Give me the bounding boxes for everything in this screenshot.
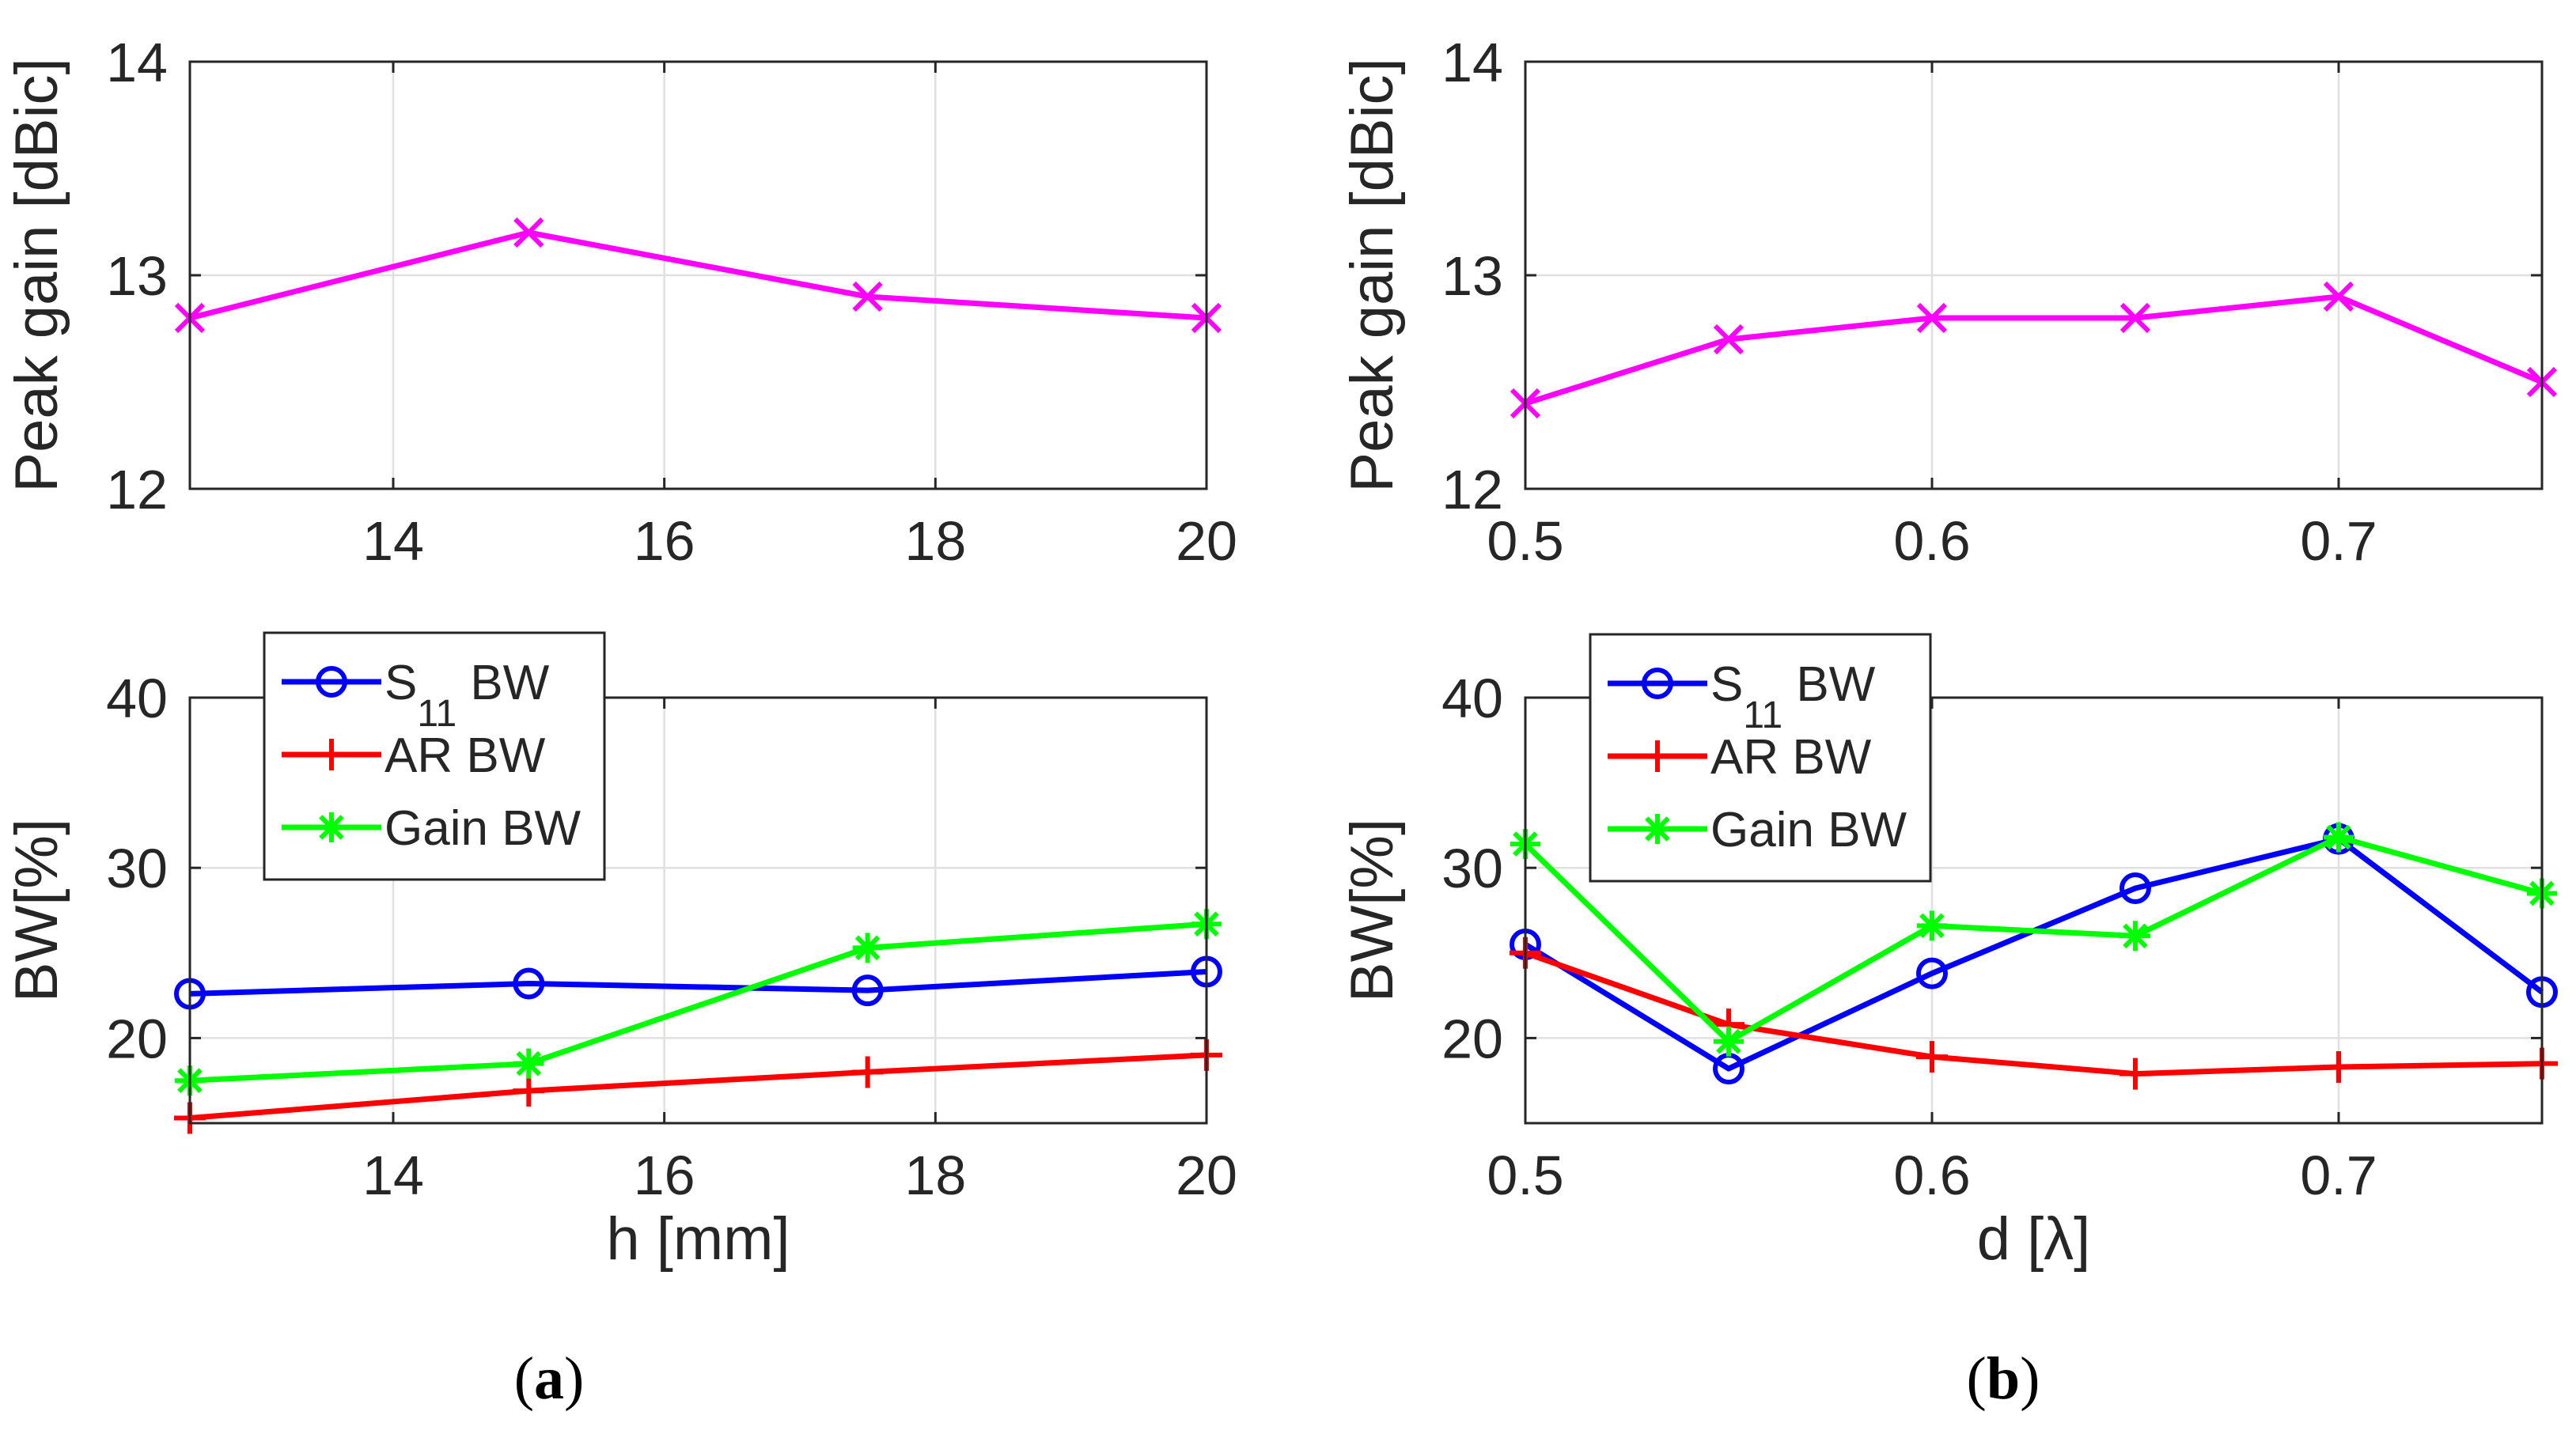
series-line <box>189 921 1207 1084</box>
data-point <box>852 281 883 312</box>
y-tick-label: 30 <box>1441 838 1503 899</box>
y-tick-label: 40 <box>106 668 168 729</box>
x-tick-label: 0.6 <box>1893 510 1970 572</box>
y-tick-label: 14 <box>106 32 168 93</box>
caption-b-letter: b <box>1987 1345 2020 1412</box>
x-tick-label: 0.5 <box>1487 510 1563 572</box>
x-tick-label: 20 <box>1176 510 1237 572</box>
svg-text:(a): (a) <box>514 1345 585 1412</box>
series-line <box>189 1052 1207 1121</box>
data-point <box>851 1056 884 1088</box>
legend-entry-gainbw: Gain BW <box>1608 803 1907 857</box>
legend-label: Gain BW <box>385 801 581 856</box>
x-axis-label: d [λ] <box>1977 1205 2091 1273</box>
legend-swatch-marker <box>316 666 347 698</box>
legend-swatch-marker <box>1642 668 1673 699</box>
x-axis-label: h [mm] <box>606 1205 790 1273</box>
data-point <box>513 1075 545 1107</box>
chart-a-top: 14 16 18 20 12 13 14 Peak gain [dBic] <box>3 32 1237 572</box>
series-gain <box>1510 281 2558 419</box>
y-tick-label: 13 <box>106 245 168 307</box>
legend-entry-gainbw: Gain BW <box>282 801 581 856</box>
data-point <box>2120 302 2151 334</box>
y-axis-label: Peak gain [dBic] <box>3 58 70 492</box>
y-axis-label: BW[%] <box>1339 819 1406 1002</box>
x-tick-label: 16 <box>634 510 695 572</box>
x-tick-label: 14 <box>362 510 424 572</box>
x-tick-label: 0.5 <box>1487 1145 1563 1206</box>
x-tick-label: 14 <box>362 1145 424 1206</box>
data-point <box>2323 281 2354 312</box>
series-line <box>1524 950 2543 1077</box>
legend-swatch-marker <box>316 739 347 770</box>
legend-label: Gain BW <box>1710 803 1907 857</box>
y-tick-label: 12 <box>106 459 168 520</box>
data-point <box>2120 921 2150 952</box>
y-tick-label: 13 <box>1441 245 1503 307</box>
caption-a: (a) <box>514 1345 585 1412</box>
y-tick-label: 20 <box>1441 1008 1503 1069</box>
data-point <box>1713 324 1744 355</box>
legend-swatch-marker <box>316 812 347 842</box>
series-line <box>1524 293 2544 407</box>
legend-entry-s11: S11 BW <box>1608 657 1876 736</box>
data-point <box>2120 872 2151 905</box>
x-tick-label: 18 <box>904 510 966 572</box>
caption-b-open: ( <box>1967 1345 1987 1412</box>
caption-b-close: ) <box>2020 1345 2040 1412</box>
y-tick-label: 40 <box>1441 668 1503 729</box>
legend-label: S11 BW <box>385 656 550 735</box>
data-point <box>513 1048 544 1079</box>
series-line <box>189 969 1207 997</box>
legend-swatch-marker <box>1642 740 1673 772</box>
data-point <box>1916 957 1948 989</box>
caption-a-open: ( <box>514 1345 534 1412</box>
x-tick-label: 0.6 <box>1893 1145 1970 1206</box>
y-axis-label: Peak gain [dBic] <box>1339 58 1406 492</box>
legend-swatch-marker <box>1642 814 1673 844</box>
data-point <box>1916 302 1948 334</box>
legend-label: S11 BW <box>1710 657 1876 736</box>
data-point <box>2120 1058 2151 1090</box>
axes-box <box>1524 696 2544 1125</box>
legend-entry-s11: S11 BW <box>282 656 550 735</box>
y-tick-label: 12 <box>1441 459 1503 520</box>
charts-layer: 14 16 18 20 12 13 14 Peak gain [dBic] 14 16 18 20 20… <box>3 32 2558 1273</box>
legend-entry-ar: AR BW <box>282 728 546 783</box>
data-point <box>1917 910 1947 941</box>
x-tick-label: 0.7 <box>2300 1145 2377 1206</box>
legend-label: AR BW <box>1710 730 1872 785</box>
data-point <box>1916 1041 1948 1073</box>
series-line <box>1523 834 2543 1045</box>
data-point <box>1714 1026 1744 1057</box>
x-tick-label: 16 <box>634 1145 695 1206</box>
y-tick-label: 30 <box>106 838 168 899</box>
caption-a-close: ) <box>564 1345 584 1412</box>
y-axis-label: BW[%] <box>3 819 70 1002</box>
legend-entry-ar: AR BW <box>1608 730 1872 785</box>
data-point <box>851 974 884 1007</box>
x-tick-label: 0.7 <box>2300 510 2377 572</box>
legend-label: AR BW <box>385 728 546 783</box>
y-tick-label: 14 <box>1441 32 1503 93</box>
data-point <box>2324 822 2354 853</box>
x-tick-label: 18 <box>904 1145 966 1206</box>
series-line <box>189 229 1207 321</box>
data-point <box>2323 1050 2354 1083</box>
caption-b: (b) <box>1967 1345 2040 1412</box>
data-point <box>852 933 883 963</box>
data-point <box>513 217 544 248</box>
data-point <box>513 967 545 1000</box>
chart-b-top: 0.5 0.6 0.7 12 13 14 Peak gain [dBic] <box>1339 32 2558 572</box>
axes-box <box>188 696 1208 1125</box>
y-tick-label: 20 <box>106 1008 168 1069</box>
caption-a-letter: a <box>534 1345 564 1412</box>
svg-text:(b): (b) <box>1967 1345 2040 1412</box>
x-tick-label: 20 <box>1176 1145 1237 1206</box>
